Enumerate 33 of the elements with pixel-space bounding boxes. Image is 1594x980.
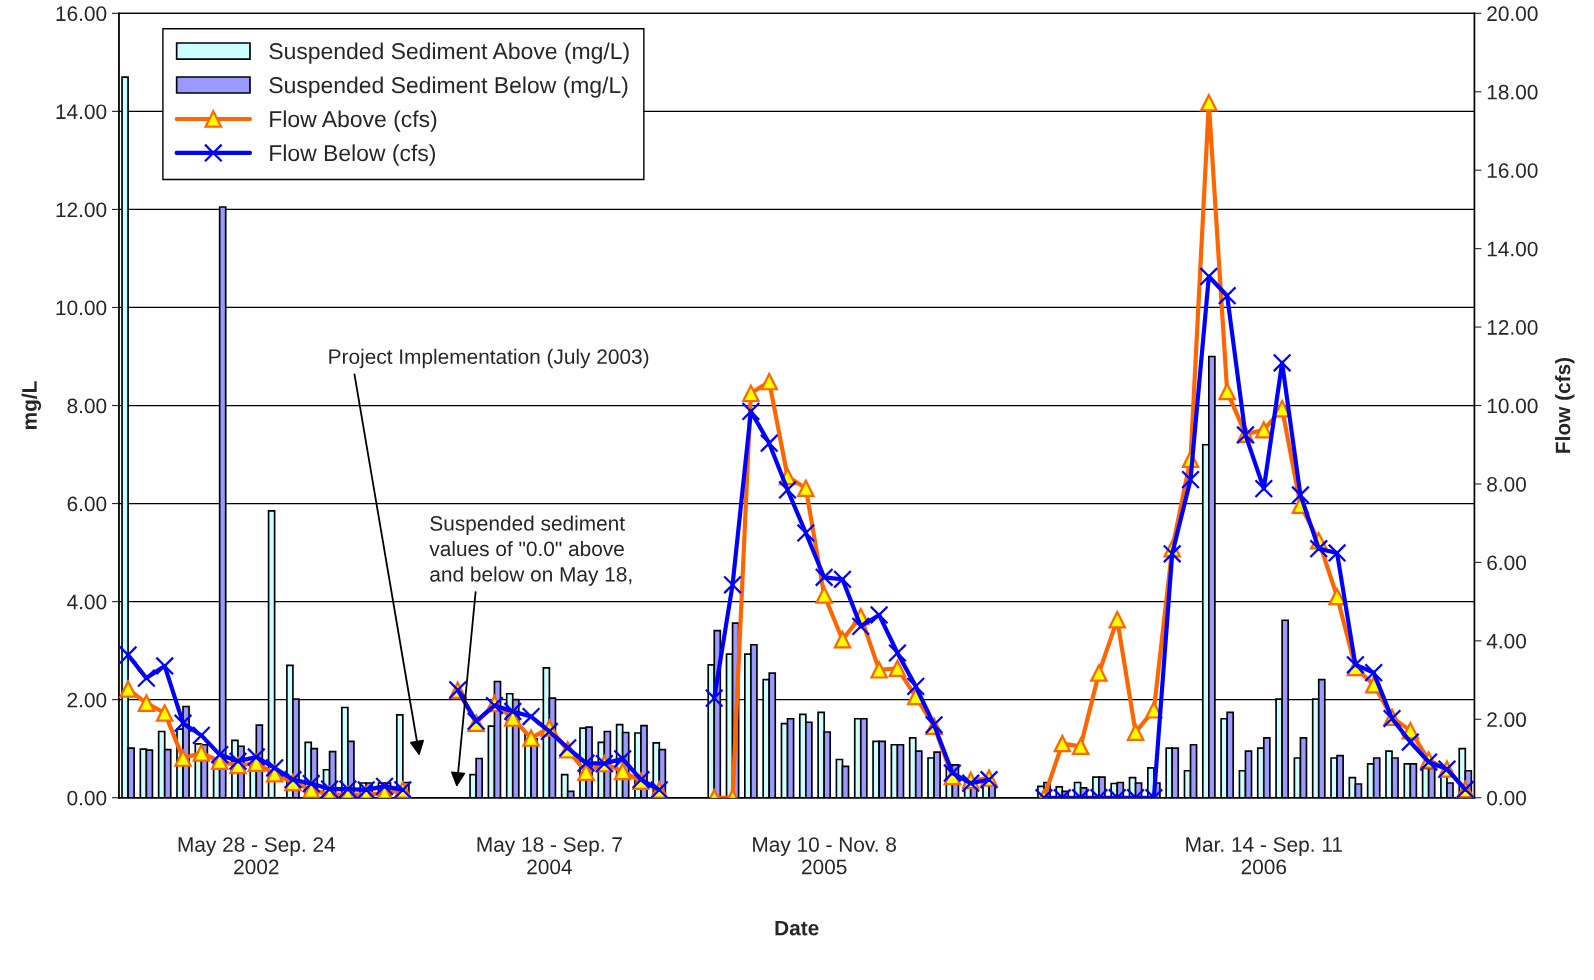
y-tick-label: 4.00 [67,594,107,610]
y-axis-title: mg/L [21,381,42,430]
y-tick-label: 12.00 [56,202,107,218]
legend-label: Flow Above (cfs) [270,110,437,132]
x-tick-label: May 28 - Sep. 24 2002 [178,837,336,875]
legend-label: Flow Below (cfs) [270,144,435,166]
x-tick-label: May 18 - Sep. 7 2004 [477,837,622,875]
annotation: Suspended sediment values of "0.0" above and below on May 18, [429,515,632,586]
y2-axis-title: Flow (cfs) [1555,357,1575,453]
y-tick-label: 2.00 [67,692,107,708]
y-tick-label: 0.00 [67,790,107,806]
y-tick-label: 16.00 [56,6,107,22]
x-tick-label: May 10 - Nov. 8 2005 [753,837,897,875]
y2-tick-label: 0.00 [1487,790,1526,806]
y2-tick-label: 14.00 [1487,241,1538,257]
legend-label: Suspended Sediment Above (mg/L) [269,42,629,64]
x-tick-label: Mar. 14 - Sep. 11 2006 [1186,837,1342,875]
y-tick-label: 6.00 [67,496,107,512]
y2-tick-label: 8.00 [1487,476,1526,492]
y2-tick-label: 20.00 [1487,6,1538,22]
y2-tick-label: 12.00 [1487,320,1538,335]
y2-tick-label: 6.00 [1487,555,1526,571]
y2-tick-label: 18.00 [1487,84,1538,100]
legend-label: Suspended Sediment Below (mg/L) [269,76,628,98]
y-tick-label: 8.00 [67,398,107,414]
annotation: Project Implementation (July 2003) [329,348,649,369]
y-tick-label: 10.00 [56,300,107,316]
y2-tick-label: 4.00 [1486,633,1526,649]
y2-tick-label: 10.00 [1487,398,1538,414]
y-tick-label: 14.00 [56,104,107,120]
y2-tick-label: 16.00 [1487,163,1538,178]
y2-tick-label: 2.00 [1487,712,1526,728]
x-axis-title: Date [775,920,819,936]
